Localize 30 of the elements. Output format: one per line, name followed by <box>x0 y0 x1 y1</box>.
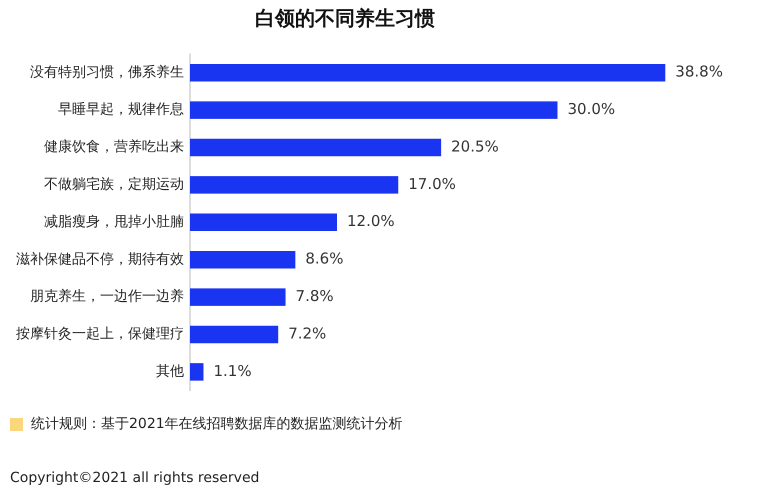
bar <box>190 101 558 119</box>
bar <box>190 64 666 82</box>
data-label: 7.8% <box>296 286 334 305</box>
y-tick-label: 没有特别习惯，佛系养生 <box>30 64 184 80</box>
y-tick-label: 健康饮食，营养吃出来 <box>44 139 184 156</box>
data-label: 12.0% <box>347 212 395 230</box>
bar <box>190 363 204 381</box>
text: Copyright©2021 all rights reserved <box>10 470 260 486</box>
bar <box>190 176 398 194</box>
y-tick-label: 滋补保健品不停，期待有效 <box>16 251 184 268</box>
bar <box>190 138 442 156</box>
data-label: 7.2% <box>288 324 326 342</box>
data-label: 1.1% <box>213 362 252 380</box>
y-tick-label: 按摩针灸一起上，保健理疗 <box>16 326 184 342</box>
bar <box>190 250 296 268</box>
y-tick-label: 早睡早起，规律作息 <box>58 102 184 118</box>
data-label: 20.5% <box>451 137 499 156</box>
data-label: 30.0% <box>568 100 616 118</box>
chart-title: 白领的不同养生习惯 <box>255 6 435 30</box>
bar <box>190 288 286 306</box>
text: 统计规则：基于2021年在线招聘数据库的数据监测统计分析 <box>31 415 403 433</box>
y-tick-label: 减脂瘦身，甩掉小肚腩 <box>44 214 184 230</box>
bar <box>190 326 278 344</box>
data-label: 8.6% <box>305 250 344 268</box>
data-label: 17.0% <box>408 174 456 193</box>
bar <box>190 214 337 232</box>
y-tick-label: 朋克养生，一边作一边养 <box>30 288 184 305</box>
data-label: 38.8% <box>675 62 723 81</box>
y-tick-label: 不做躺宅族，定期运动 <box>44 176 184 193</box>
y-tick-label: 其他 <box>156 364 184 380</box>
